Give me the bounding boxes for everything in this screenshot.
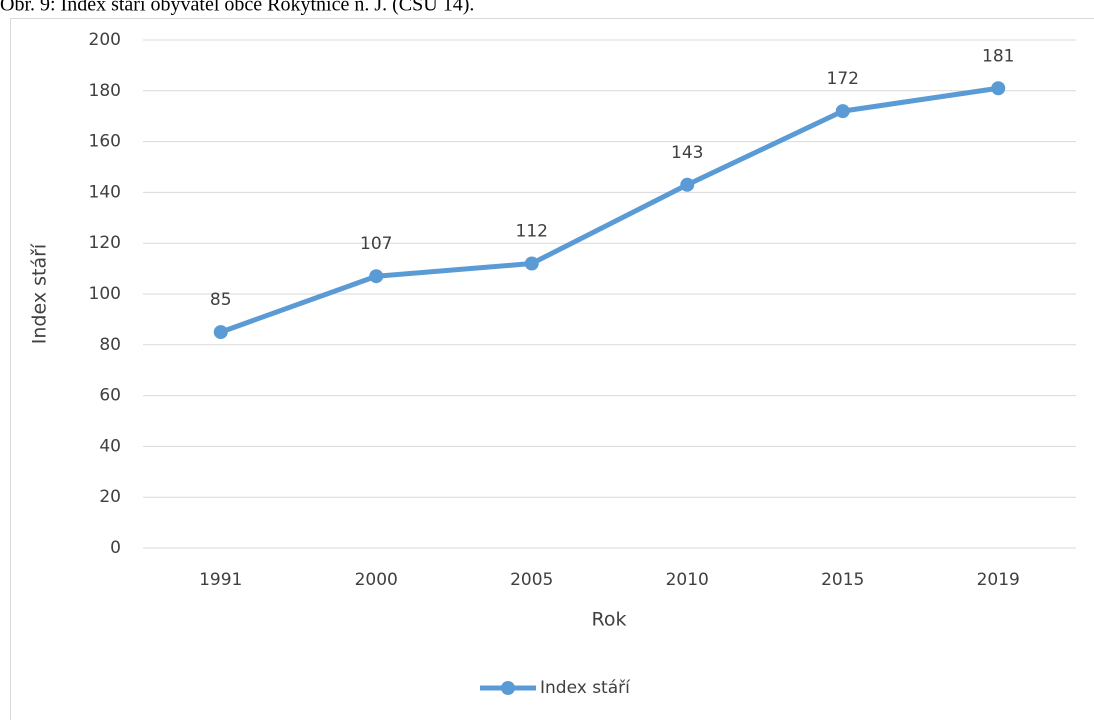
chart-frame (10, 18, 1094, 720)
y-tick-label: 80 (99, 335, 121, 355)
y-axis-title: Index stáří (29, 243, 51, 344)
data-label: 107 (360, 234, 392, 254)
marker (524, 256, 539, 271)
data-label: 172 (827, 69, 859, 89)
caption: Obr. 9: Index stáří obyvatel obce Rokytn… (0, 0, 474, 16)
y-tick-label: 0 (110, 538, 121, 558)
y-tick-label: 40 (99, 436, 121, 456)
x-tick-label: 1991 (199, 570, 242, 590)
y-tick-label: 160 (89, 132, 121, 152)
series-line (219, 85, 999, 335)
marker (680, 177, 695, 192)
x-tick-label: 2019 (977, 570, 1020, 590)
y-tick-label: 60 (99, 386, 121, 406)
data-label: 143 (671, 143, 703, 163)
y-tick-label: 100 (89, 284, 121, 304)
marker (991, 81, 1006, 96)
marker (835, 104, 850, 119)
y-tick-label: 20 (99, 487, 121, 507)
legend-label: Index stáří (540, 678, 631, 698)
data-label: 181 (982, 46, 1014, 66)
marker (369, 269, 384, 284)
y-tick-label: 140 (89, 182, 121, 202)
data-label: 85 (210, 290, 232, 310)
data-label: 112 (516, 222, 548, 242)
marker (213, 325, 228, 340)
x-tick-label: 2010 (666, 570, 709, 590)
legend-marker (501, 681, 515, 695)
x-tick-label: 2000 (355, 570, 398, 590)
x-axis-title: Rok (592, 609, 627, 631)
y-tick-label: 200 (89, 30, 121, 50)
x-tick-label: 2005 (510, 570, 553, 590)
y-tick-label: 180 (89, 81, 121, 101)
x-tick-label: 2015 (821, 570, 864, 590)
y-tick-label: 120 (89, 233, 121, 253)
